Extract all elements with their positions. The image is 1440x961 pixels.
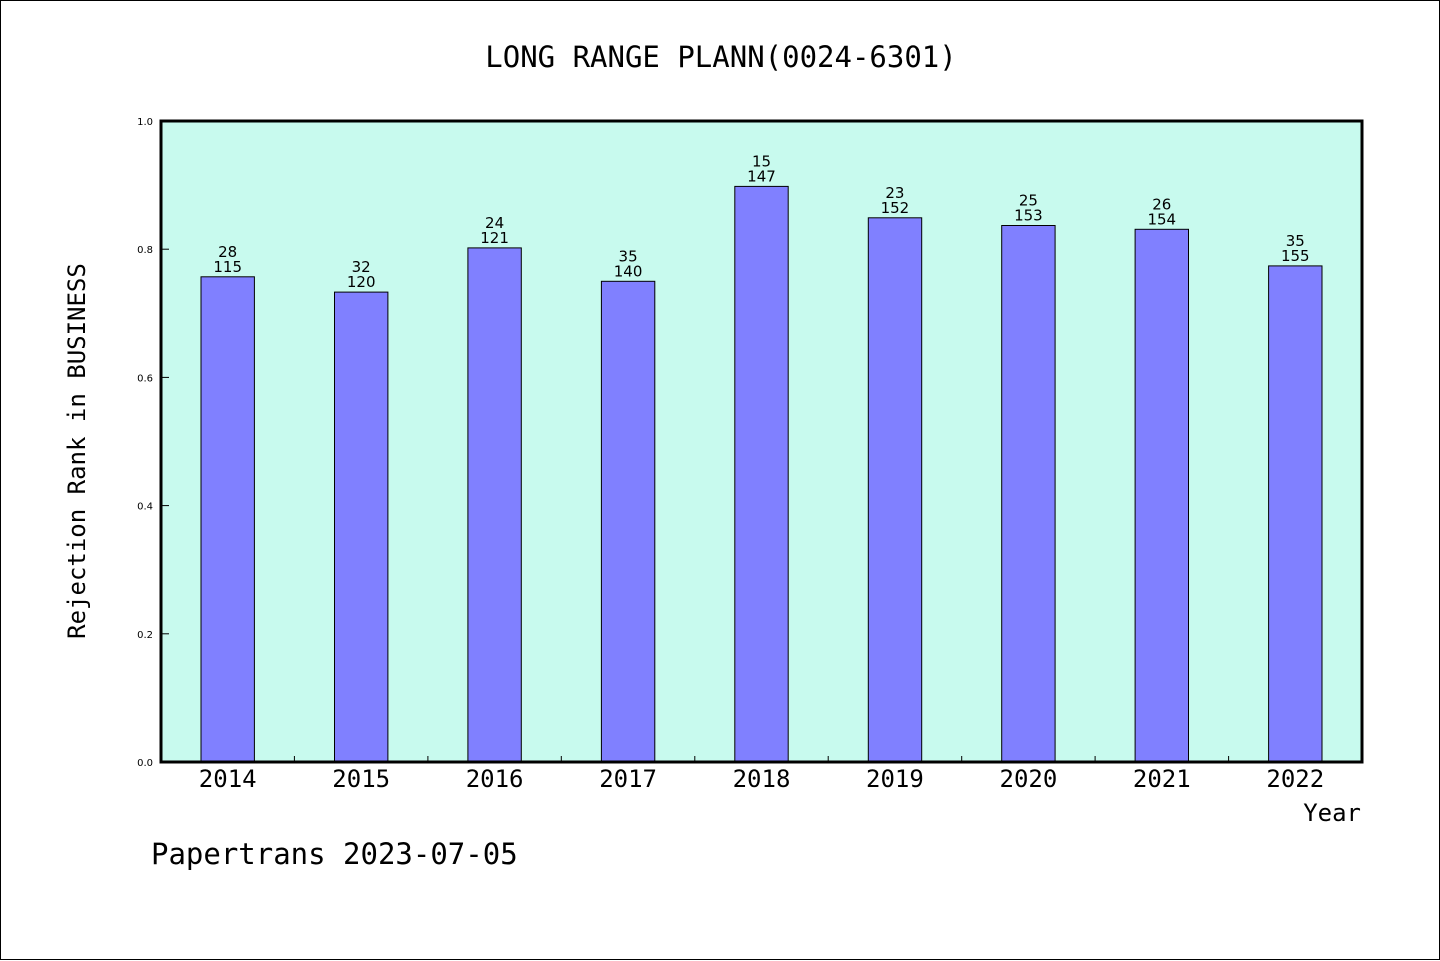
bar-2014 — [200, 276, 255, 763]
bar-label-bottom-2017: 140 — [614, 262, 643, 280]
plot-border — [159, 119, 1364, 764]
bar-2017 — [600, 280, 656, 763]
bar-label-bottom-2018: 147 — [747, 167, 776, 185]
bar-2015 — [334, 291, 389, 763]
bar-label-bottom-2021: 154 — [1147, 210, 1176, 228]
bar-label-bottom-2022: 155 — [1281, 247, 1310, 265]
y-tick-label: 0.4 — [137, 502, 153, 513]
y-tick-label: 1.0 — [137, 117, 153, 128]
y-axis-label: Rejection Rank in BUSINESS — [63, 263, 91, 639]
bars-layer — [200, 185, 1323, 763]
bar-label-top-2019: 23 — [885, 184, 904, 202]
x-tick-label-2015: 2015 — [332, 765, 390, 793]
x-tick-label-2021: 2021 — [1133, 765, 1191, 793]
bar-2016 — [467, 247, 522, 763]
bar-label-bottom-2015: 120 — [347, 273, 376, 291]
chart-title: LONG RANGE PLANN(0024-6301) — [485, 40, 956, 74]
bar-2019 — [867, 217, 923, 763]
bar-label-top-2018: 15 — [752, 152, 771, 170]
x-tick-label-2017: 2017 — [599, 765, 657, 793]
bar-2020 — [1001, 225, 1056, 763]
bar-label-top-2021: 26 — [1152, 195, 1171, 213]
bar-label-top-2022: 35 — [1286, 232, 1305, 250]
bar-label-bottom-2014: 115 — [213, 258, 242, 276]
bar-label-top-2016: 24 — [485, 214, 504, 232]
x-axis-ticks: 2014 2015 2016 2017 2018 2019 2020 2021 2022 — [199, 756, 1324, 793]
bar-label-top-2020: 25 — [1019, 192, 1038, 210]
x-axis-label: Year — [1303, 799, 1361, 827]
y-tick-label: 0.2 — [137, 630, 153, 641]
bar-label-bottom-2019: 152 — [881, 199, 910, 217]
bar-label-top-2017: 35 — [619, 247, 638, 265]
x-tick-label-2019: 2019 — [866, 765, 924, 793]
x-tick-label-2018: 2018 — [733, 765, 791, 793]
bar-2021 — [1134, 228, 1189, 763]
x-tick-label-2014: 2014 — [199, 765, 257, 793]
bar-label-top-2014: 28 — [218, 243, 237, 261]
bar-2018 — [734, 185, 789, 763]
bar-label-bottom-2020: 153 — [1014, 207, 1043, 225]
x-tick-label-2022: 2022 — [1266, 765, 1324, 793]
y-tick-label: 0.6 — [137, 373, 153, 384]
bar-2022 — [1268, 265, 1323, 763]
y-tick-label: 0.8 — [137, 245, 153, 256]
x-tick-label-2020: 2020 — [1000, 765, 1058, 793]
footer-date-stamp: Papertrans 2023-07-05 — [151, 837, 518, 871]
y-tick-label: 0.0 — [137, 758, 153, 769]
bar-label-bottom-2016: 121 — [480, 229, 509, 247]
bar-label-top-2015: 32 — [352, 258, 371, 276]
x-tick-label-2016: 2016 — [466, 765, 524, 793]
